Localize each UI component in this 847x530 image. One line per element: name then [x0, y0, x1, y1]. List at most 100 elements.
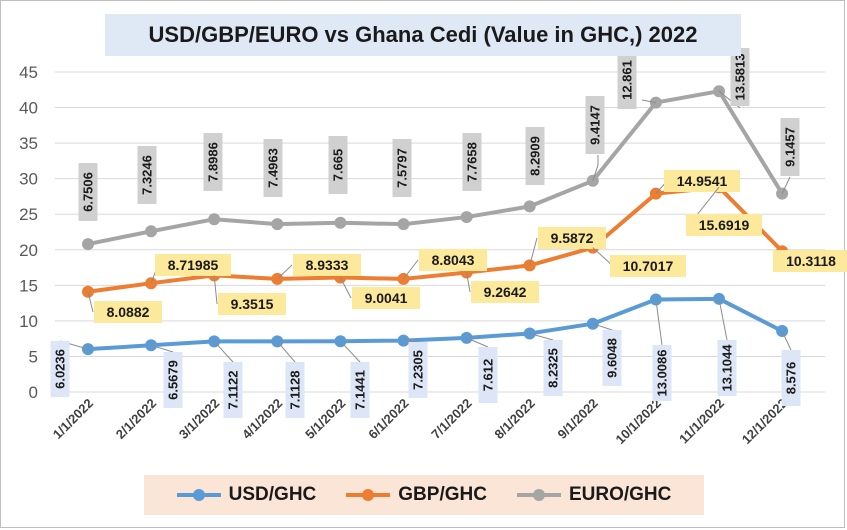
chart-legend: USD/GHC GBP/GHC EURO/GHC: [144, 475, 704, 515]
y-tick-label: 5: [29, 347, 38, 366]
data-label-euro-box: [263, 139, 283, 197]
data-label-gbp-box: [773, 250, 847, 272]
leader-line-gbp: [213, 275, 218, 305]
data-label-euro-box: [328, 136, 348, 194]
data-label-gbp: 9.0041: [365, 290, 408, 306]
legend-item-euro: EURO/GHC: [516, 484, 671, 506]
data-label-euro: 7.5797: [395, 148, 410, 188]
legend-label-gbp: GBP/GHC: [398, 484, 487, 505]
data-label-euro: 6.7506: [81, 172, 96, 212]
legend-marker-usd: [192, 489, 205, 501]
series-line-euro: [87, 89, 784, 247]
leader-line-gbp: [87, 291, 94, 313]
data-label-usd: 6.5679: [166, 360, 181, 400]
data-label-usd-box: [717, 340, 737, 396]
data-label-euro: 7.8986: [206, 142, 221, 182]
leader-line-usd: [529, 332, 554, 341]
x-tick-label: 5/1/2022: [302, 396, 348, 442]
leader-line-usd: [592, 323, 613, 331]
data-label-euro: 7.665: [331, 149, 346, 182]
data-label-euro-box: [585, 96, 605, 154]
data-label-gbp-box: [664, 170, 740, 192]
data-label-gbp: 8.9333: [306, 257, 349, 273]
chart-title-box: USD/GBP/EURO vs Ghana Cedi (Value in GHC…: [105, 14, 741, 56]
data-label-gbp-box: [471, 281, 539, 303]
x-tick-label: 10/1/2022: [613, 396, 665, 448]
data-label-euro: 7.4963: [266, 148, 281, 188]
data-label-usd: 13.0086: [655, 350, 670, 397]
data-label-usd: 7.1441: [353, 370, 368, 410]
data-label-usd: 6.0236: [53, 349, 68, 389]
data-point-euro: [397, 218, 410, 231]
x-tick-label: 9/1/2022: [555, 396, 601, 442]
data-label-usd: 13.1044: [720, 344, 735, 392]
x-tick-label: 11/1/2022: [676, 396, 727, 447]
data-label-euro-box: [203, 133, 223, 191]
legend-key-euro: [516, 488, 561, 502]
legend-key-usd: [176, 488, 221, 502]
data-label-gbp: 8.8043: [432, 252, 475, 268]
data-label-euro-box: [462, 133, 482, 191]
data-label-usd-box: [50, 341, 70, 397]
y-tick-label: 45: [19, 63, 38, 82]
data-label-gbp-box: [686, 214, 762, 236]
legend-marker-gbp: [362, 489, 375, 501]
data-point-euro: [271, 218, 284, 231]
data-label-gbp: 8.71985: [168, 257, 219, 273]
data-label-gbp-box: [94, 301, 162, 323]
data-label-usd: 7.612: [481, 359, 496, 392]
data-point-euro: [334, 216, 347, 229]
data-point-euro: [208, 213, 221, 226]
leader-line-usd: [150, 344, 174, 353]
data-label-usd-box: [350, 362, 370, 418]
leader-line-euro: [641, 99, 656, 104]
data-label-usd-box: [781, 350, 801, 406]
data-label-gbp: 9.3515: [231, 296, 274, 312]
y-tick-label: 0: [29, 383, 38, 402]
data-label-euro-box: [392, 139, 412, 197]
data-label-euro-box: [617, 51, 637, 109]
data-label-usd-box: [543, 340, 563, 396]
data-label-usd-box: [163, 352, 183, 408]
y-tick-label: 10: [19, 312, 38, 331]
series-line-gbp: [87, 185, 784, 294]
data-label-gbp: 14.9541: [677, 173, 728, 189]
leader-line-gbp: [592, 247, 614, 267]
data-label-gbp-box: [155, 254, 231, 276]
data-label-usd: 7.1122: [226, 370, 241, 409]
chart-title: USD/GBP/EURO vs Ghana Cedi (Value in GHC…: [148, 22, 698, 47]
data-label-euro-box: [525, 127, 545, 185]
leader-line-euro: [592, 155, 599, 181]
data-label-gbp-box: [419, 249, 487, 271]
data-label-usd-box: [223, 362, 243, 418]
data-label-gbp: 15.6919: [699, 217, 750, 233]
data-label-gbp-box: [610, 255, 686, 277]
leader-line-usd: [403, 340, 419, 343]
data-point-euro: [82, 238, 94, 251]
leader-line-usd: [340, 340, 361, 363]
data-label-euro-box: [780, 118, 800, 176]
data-label-euro: 12.861: [620, 60, 635, 100]
x-tick-label: 2/1/2022: [113, 396, 159, 442]
x-tick-label: 8/1/2022: [491, 396, 537, 442]
leader-line-gbp: [276, 264, 293, 280]
data-label-euro-box: [730, 48, 750, 106]
data-label-usd: 7.2305: [411, 350, 426, 390]
leader-line-euro: [781, 176, 791, 194]
data-label-usd-box: [478, 347, 498, 403]
x-tick-label: 3/1/2022: [176, 396, 222, 442]
data-label-euro: 8.2909: [528, 136, 543, 176]
y-tick-label: 25: [19, 205, 38, 224]
leader-line-usd: [276, 341, 296, 363]
data-label-usd: 7.1128: [288, 370, 303, 409]
data-label-euro: 13.5813: [733, 54, 748, 101]
data-label-usd: 9.6048: [605, 338, 620, 378]
data-label-euro-box: [137, 146, 157, 204]
y-tick-label: 35: [19, 134, 38, 153]
leader-line-usd: [213, 341, 234, 363]
x-tick-label: 1/1/2022: [50, 396, 96, 442]
data-label-euro: 7.3246: [140, 155, 155, 195]
leader-line-gbp: [403, 259, 419, 280]
series-line-usd: [87, 296, 784, 352]
